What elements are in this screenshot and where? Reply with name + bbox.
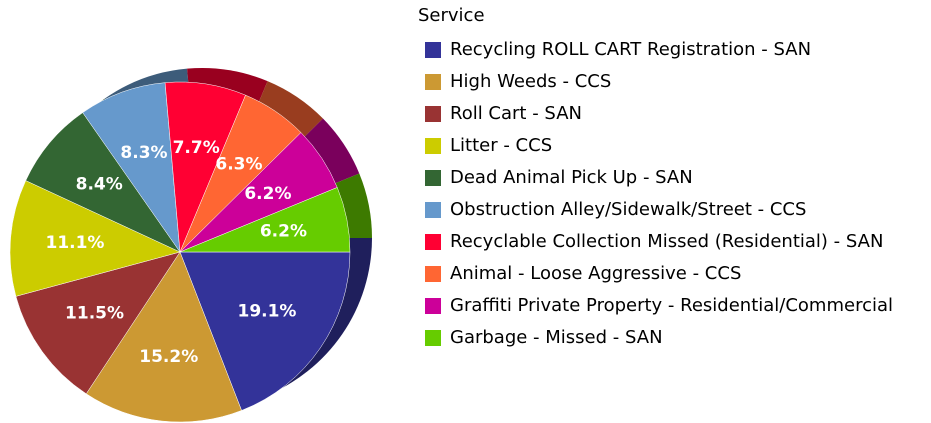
legend-swatch (425, 298, 441, 314)
legend-swatch (425, 42, 441, 58)
data-label: 11.5% (65, 304, 124, 324)
data-label: 6.3% (215, 155, 262, 175)
pie (9, 81, 351, 423)
legend-label: High Weeds - CCS (450, 71, 611, 92)
slice (25, 112, 181, 253)
data-label: 8.4% (76, 174, 123, 194)
data-label: 19.1% (237, 302, 296, 322)
legend-label: Dead Animal Pick Up - SAN (450, 167, 693, 188)
slice (179, 251, 351, 411)
legend-label: Roll Cart - SAN (450, 103, 582, 124)
slice (15, 251, 181, 395)
legend-label: Graffiti Private Property - Residential/… (450, 295, 893, 316)
legend-label: Garbage - Missed - SAN (450, 327, 663, 348)
data-label: 15.2% (139, 347, 198, 367)
legend-swatch (425, 202, 441, 218)
legend-swatch (425, 266, 441, 282)
legend-swatch (425, 170, 441, 186)
data-label: 7.7% (173, 138, 220, 158)
slice (179, 187, 351, 253)
legend-title: Service (418, 5, 485, 26)
legend-swatch (425, 330, 441, 346)
slice (82, 82, 181, 253)
data-label: 8.3% (120, 143, 167, 163)
slice (85, 251, 242, 423)
legend-swatch (425, 138, 441, 154)
legend-label: Recycling ROLL CART Registration - SAN (450, 39, 811, 60)
legend-swatch (425, 74, 441, 90)
legend-label: Litter - CCS (450, 135, 552, 156)
slice (9, 180, 181, 297)
legend-label: Animal - Loose Aggressive - CCS (450, 263, 741, 284)
data-label: 6.2% (260, 222, 307, 242)
legend-label: Obstruction Alley/Sidewalk/Street - CCS (450, 199, 806, 220)
data-label: 6.2% (244, 184, 291, 204)
data-label: 11.1% (45, 233, 104, 253)
legend-swatch (425, 234, 441, 250)
legend-label: Recyclable Collection Missed (Residentia… (450, 231, 883, 252)
legend-swatch (425, 106, 441, 122)
